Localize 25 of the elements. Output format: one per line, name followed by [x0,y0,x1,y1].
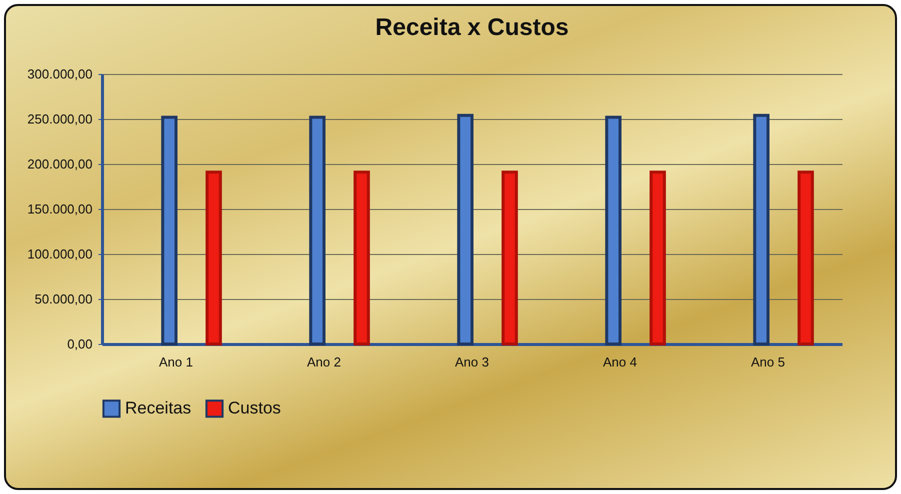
bar [206,170,222,346]
y-tick-label: 250.000,00 [27,112,92,126]
bar [457,114,474,346]
x-tick-label: Ano 3 [455,354,489,370]
x-tick-label: Ano 5 [751,354,785,370]
bar [753,114,770,346]
x-tick-label: Ano 2 [307,354,341,370]
chart-title: Receita x Custos [375,14,569,41]
bar [161,116,178,346]
y-tick-label: 100.000,00 [27,246,92,262]
bar [309,116,326,346]
bar [650,170,666,346]
y-tick-label: 0,00 [67,336,92,352]
legend-label: Receitas [125,398,192,418]
y-tick-label: 150.000,00 [27,202,92,216]
bar [354,170,370,346]
legend-label: Custos [228,398,281,418]
x-tick-label: Ano 1 [159,354,193,370]
bar [798,170,814,346]
y-tick-label: 300.000,00 [27,66,92,82]
bar [502,170,518,346]
bar [605,116,622,346]
y-tick-label: 200.000,00 [27,156,92,172]
x-tick-label: Ano 4 [603,354,637,370]
y-tick-label: 50.000,00 [34,292,92,306]
